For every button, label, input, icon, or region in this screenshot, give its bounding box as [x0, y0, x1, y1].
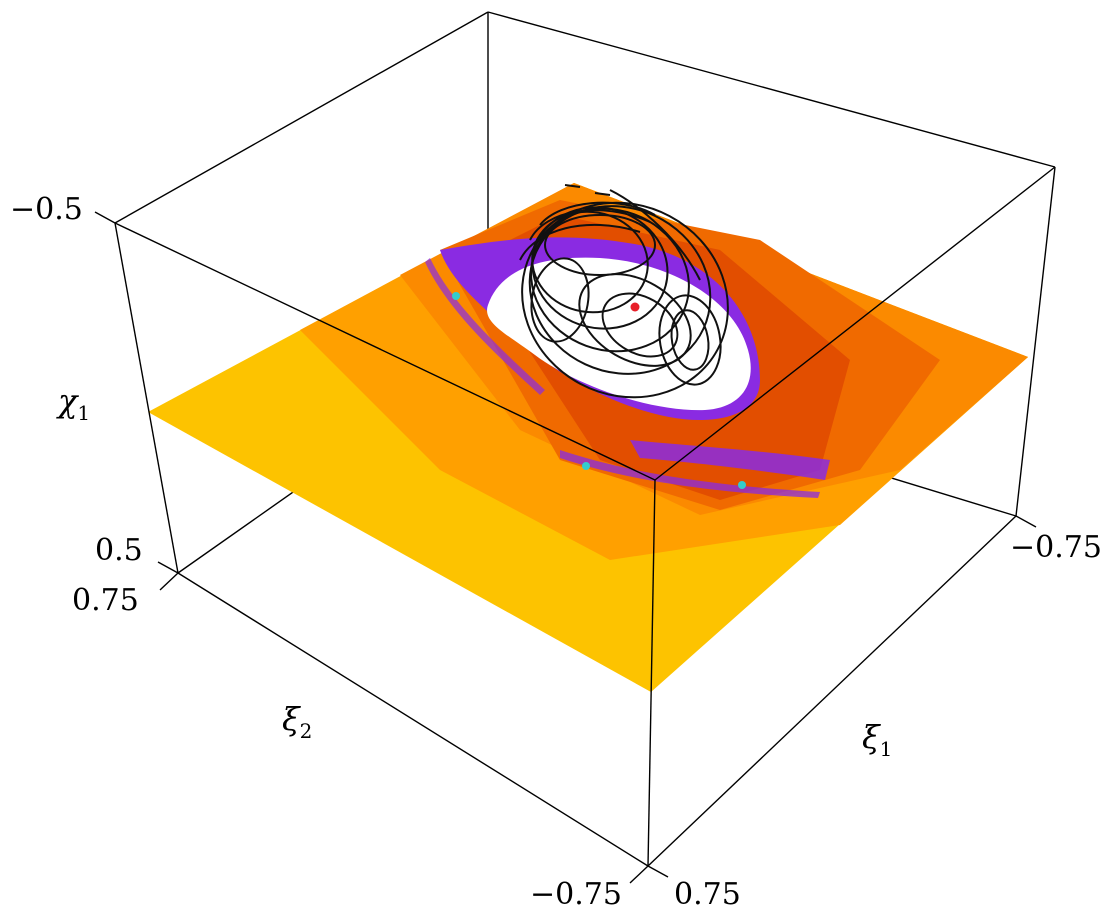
orbit: [564, 184, 581, 188]
orbit: [594, 192, 611, 196]
xi2-tick-far: −0.75: [530, 877, 622, 909]
chi1-tick-top: −0.5: [10, 192, 83, 227]
orbit: [544, 214, 656, 276]
orbit: [670, 309, 710, 371]
chi1-symbol: χ: [56, 382, 79, 420]
xi1-subscript: 1: [880, 737, 893, 761]
orbit: [529, 209, 651, 241]
orbit: [609, 189, 701, 281]
orbit: [530, 257, 590, 343]
xi1-tick-near: 0.75: [674, 877, 741, 909]
orbits: [519, 184, 729, 399]
periodic-point-marker: [582, 462, 590, 470]
xi2-axis-label: ξ2: [282, 700, 312, 743]
chi1-subscript: 1: [77, 401, 90, 425]
xi2-symbol: ξ: [282, 700, 301, 738]
orbit: [578, 273, 692, 367]
chi1-axis-label: χ1: [56, 382, 90, 425]
chaos-band-lower: [630, 440, 830, 480]
orbit: [601, 292, 679, 358]
fixed-point-marker: [630, 302, 640, 312]
xi1-symbol: ξ: [862, 718, 881, 756]
orbit: [658, 294, 722, 386]
tick-marks: [94, 211, 1037, 884]
periodic-point-marker: [452, 292, 460, 300]
periodic-point-marker: [738, 481, 746, 489]
xi2-subscript: 2: [300, 719, 313, 743]
orbit: [519, 223, 641, 261]
xi1-axis-label: ξ1: [862, 718, 892, 761]
xi2-tick-near: 0.75: [72, 583, 139, 618]
orbit: [539, 201, 656, 226]
chi1-tick-bottom: 0.5: [95, 533, 143, 568]
special-points: [452, 292, 746, 489]
orbit: [528, 205, 712, 375]
xi1-tick-far: −0.75: [1010, 530, 1102, 565]
box-front-edges: [114, 166, 1056, 867]
orbit: [530, 207, 690, 353]
chaos-band-thin-1: [560, 450, 820, 498]
orbit: [531, 210, 649, 314]
chaos-band-thin-2: [425, 258, 545, 395]
